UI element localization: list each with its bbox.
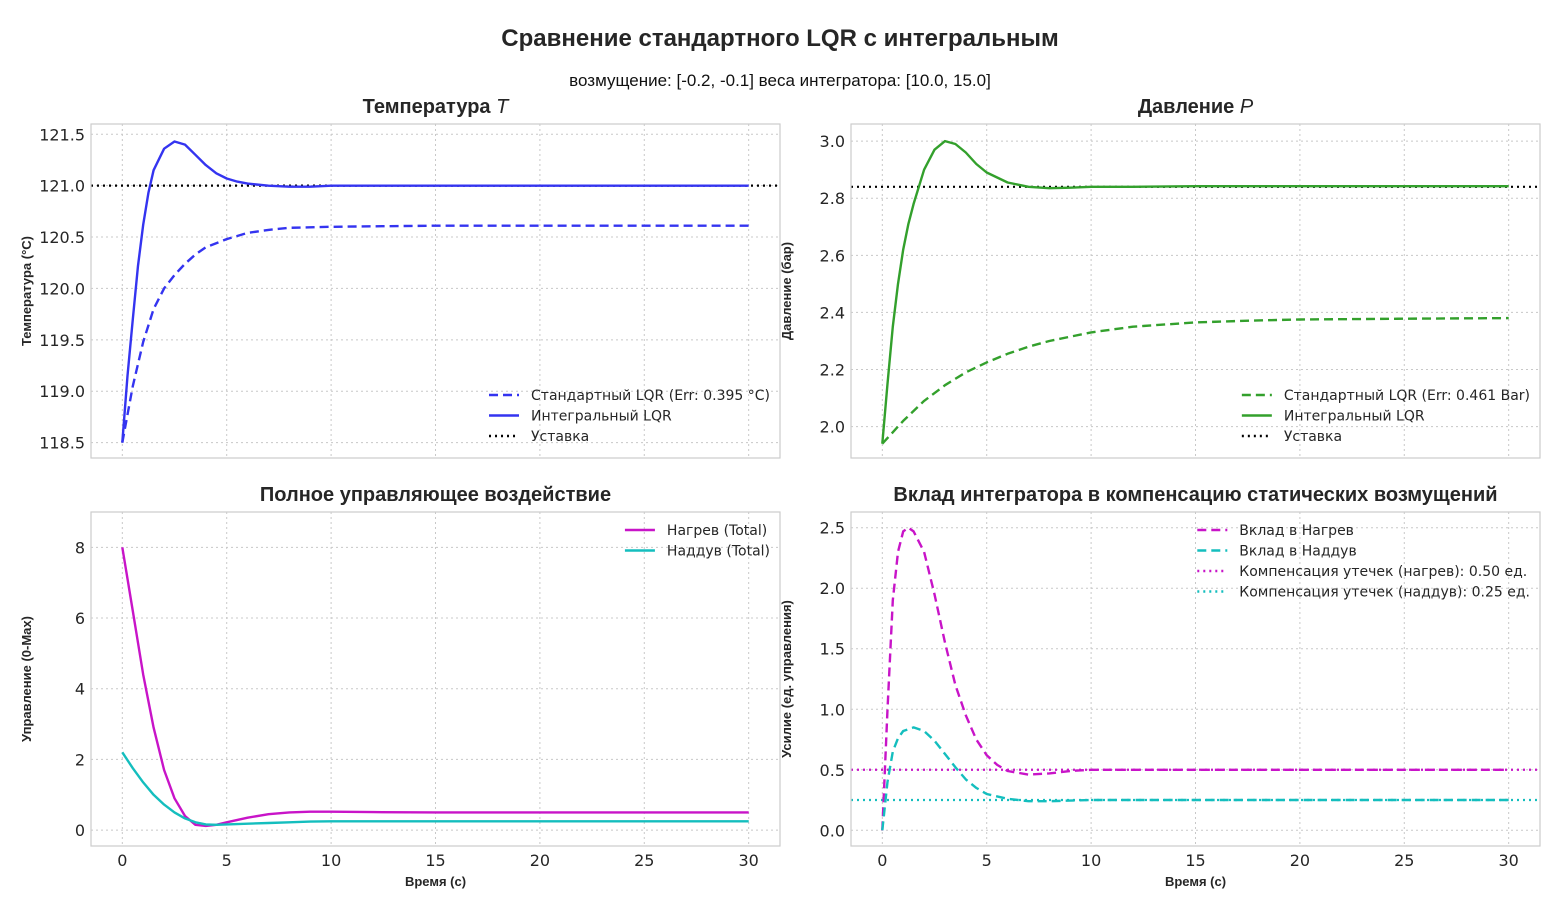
subplot-title-var: P bbox=[1234, 96, 1254, 118]
x-axis-label: Время (с) bbox=[405, 874, 466, 889]
y-tick-label: 2.4 bbox=[820, 303, 845, 322]
axes-frame bbox=[850, 511, 1541, 847]
y-tick-label: 8 bbox=[75, 538, 85, 557]
y-tick-label: 2.2 bbox=[820, 361, 845, 380]
legend-label: Стандартный LQR (Err: 0.395 °C) bbox=[531, 388, 770, 404]
x-tick-label: 15 bbox=[425, 851, 445, 870]
figure-title: Сравнение стандартного LQR с интегральны… bbox=[501, 25, 1058, 52]
axes-frame bbox=[90, 511, 781, 847]
y-tick-label: 2.5 bbox=[820, 519, 845, 538]
y-axis-label: Температура (°C) bbox=[19, 236, 34, 346]
x-tick-label: 5 bbox=[222, 851, 232, 870]
x-tick-label: 20 bbox=[530, 851, 550, 870]
y-tick-label: 6 bbox=[75, 609, 85, 628]
legend: Стандартный LQR (Err: 0.461 Bar) Интеграл… bbox=[1241, 388, 1530, 445]
y-tick-label: 4 bbox=[75, 680, 85, 699]
plot-area bbox=[851, 139, 1540, 445]
legend-label: Нагрев (Total) bbox=[667, 523, 767, 539]
x-axis-label: Время (с) bbox=[1165, 874, 1226, 889]
legend-label: Уставка bbox=[1284, 429, 1342, 445]
subplot-title: Давление P bbox=[1138, 96, 1254, 118]
series-line-1 bbox=[121, 140, 749, 443]
subplot-ctrl: Полное управляющее воздействие 0 2 4 6 8 0 5 10 1… bbox=[19, 484, 781, 889]
y-axis-label: Давление (бар) bbox=[779, 242, 794, 340]
y-tick-label: 2 bbox=[75, 750, 85, 769]
subplot-title: Полное управляющее воздействие bbox=[260, 484, 611, 506]
x-tick-label: 5 bbox=[982, 851, 992, 870]
y-axis-label: Управление (0-Max) bbox=[19, 616, 34, 742]
y-tick-label: 2.6 bbox=[820, 246, 845, 265]
y-tick-label: 3.0 bbox=[820, 132, 845, 151]
y-tick-label: 121.5 bbox=[39, 125, 85, 144]
series-line-1 bbox=[881, 139, 1509, 444]
series-line-0 bbox=[881, 316, 1509, 445]
x-tick-label: 10 bbox=[1081, 851, 1101, 870]
x-tick-label: 30 bbox=[1499, 851, 1519, 870]
y-tick-label: 2.0 bbox=[820, 418, 845, 437]
y-tick-label: 1.5 bbox=[820, 640, 845, 659]
series-line-0 bbox=[121, 224, 749, 443]
x-tick-label: 20 bbox=[1290, 851, 1310, 870]
y-tick-label: 120.0 bbox=[39, 279, 85, 298]
plot-area bbox=[91, 140, 780, 443]
subplot-temp: Температура T 118.5 119.0 119.5 120.0 120.5 12… bbox=[19, 96, 781, 459]
legend-label: Интегральный LQR bbox=[1284, 409, 1425, 425]
axes-frame bbox=[90, 123, 781, 459]
legend-label: Компенсация утечек (наддув): 0.25 ед. bbox=[1239, 585, 1530, 601]
subplot-title: Вклад интегратора в компенсацию статичес… bbox=[893, 484, 1497, 506]
y-tick-label: 118.5 bbox=[39, 434, 85, 453]
subplot-title: Температура T bbox=[363, 96, 510, 118]
y-tick-label: 119.0 bbox=[39, 382, 85, 401]
legend: Стандартный LQR (Err: 0.395 °C) Интеграль… bbox=[489, 388, 770, 445]
series-line-0 bbox=[121, 547, 749, 828]
y-tick-label: 2.0 bbox=[820, 579, 845, 598]
legend-label: Стандартный LQR (Err: 0.461 Bar) bbox=[1284, 388, 1530, 404]
y-tick-label: 119.5 bbox=[39, 331, 85, 350]
y-tick-label: 0 bbox=[75, 821, 85, 840]
legend: Вклад в Нагрев Вклад в Наддув Компенсация … bbox=[1197, 523, 1530, 601]
y-tick-label: 1.0 bbox=[820, 700, 845, 719]
y-tick-label: 121.0 bbox=[39, 177, 85, 196]
x-tick-label: 15 bbox=[1185, 851, 1205, 870]
y-tick-label: 0.0 bbox=[820, 821, 845, 840]
y-tick-label: 120.5 bbox=[39, 228, 85, 247]
y-axis-label: Усилие (ед. управления) bbox=[779, 600, 794, 758]
y-tick-label: 0.5 bbox=[820, 761, 845, 780]
subplot-press: Давление P 2.0 2.2 2.4 2.6 2.8 3.0 Давление (ба… bbox=[779, 96, 1541, 459]
subplot-integ: Вклад интегратора в компенсацию статичес… bbox=[779, 484, 1541, 889]
legend-label: Вклад в Нагрев bbox=[1239, 523, 1354, 539]
figure-subtitle: возмущение: [-0.2, -0.1] веса интегратор… bbox=[569, 71, 991, 90]
y-tick-label: 2.8 bbox=[820, 189, 845, 208]
legend: Нагрев (Total) Наддув (Total) bbox=[624, 523, 770, 560]
x-tick-label: 10 bbox=[321, 851, 341, 870]
legend-label: Интегральный LQR bbox=[531, 409, 672, 425]
axes-frame bbox=[850, 123, 1541, 459]
plot-area bbox=[121, 547, 749, 828]
subplot-title-var: T bbox=[491, 96, 511, 118]
legend-label: Вклад в Наддув bbox=[1239, 544, 1356, 560]
x-tick-label: 25 bbox=[1394, 851, 1414, 870]
series-line-1 bbox=[121, 751, 749, 826]
x-tick-label: 0 bbox=[117, 851, 127, 870]
legend-label: Уставка bbox=[531, 429, 589, 445]
x-tick-label: 0 bbox=[877, 851, 887, 870]
series-line-0 bbox=[881, 526, 1509, 831]
x-tick-label: 25 bbox=[634, 851, 654, 870]
plot-area bbox=[851, 526, 1540, 831]
legend-label: Компенсация утечек (нагрев): 0.50 ед. bbox=[1239, 564, 1527, 580]
legend-label: Наддув (Total) bbox=[667, 544, 770, 560]
x-tick-label: 30 bbox=[739, 851, 759, 870]
series-line-1 bbox=[881, 726, 1509, 831]
